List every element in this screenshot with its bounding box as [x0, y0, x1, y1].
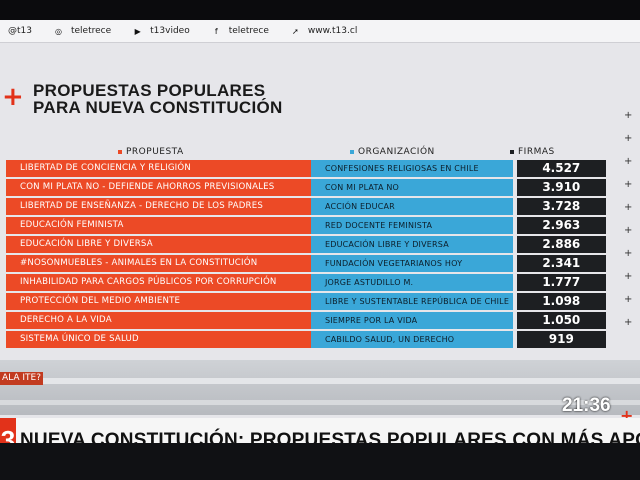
social-item-0: @t13 [8, 26, 32, 36]
organization-cell: RED DOCENTE FEMINISTA [310, 217, 513, 234]
red-square-icon [118, 150, 122, 154]
proposal-cell: LIBERTAD DE ENSEÑANZA - DERECHO DE LOS P… [6, 198, 311, 215]
signatures-cell: 1.098 [516, 293, 606, 310]
instagram-icon: ◎ [54, 26, 62, 36]
proposals-table: LIBERTAD DE CONCIENCIA Y RELIGIÓN CONFESI… [6, 160, 606, 350]
plus-icon: + [624, 317, 633, 328]
social-item-4: ➚ www.t13.cl [291, 26, 357, 36]
organization-cell: FUNDACIÓN VEGETARIANOS HOY [310, 255, 513, 272]
social-bar: @t13 ◎ teletrece ▶ t13video f teletrece ➚ www.t1… [0, 20, 640, 43]
plus-icon: + [624, 294, 633, 305]
title-line-1: PROPUESTAS POPULARES [33, 81, 266, 100]
proposal-cell: EDUCACIÓN FEMINISTA [6, 217, 311, 234]
social-item-2: ▶ t13video [133, 26, 190, 36]
plus-icon: + [624, 179, 633, 190]
social-label: teletrece [70, 26, 112, 36]
proposal-cell: PROTECCIÓN DEL MEDIO AMBIENTE [6, 293, 311, 310]
plus-icon: + [624, 248, 633, 259]
organization-cell: CON MI PLATA NO [310, 179, 513, 196]
social-label: t13video [150, 26, 190, 36]
table-row: CON MI PLATA NO - DEFIENDE AHORROS PREVI… [6, 179, 606, 196]
dark-square-icon [510, 150, 514, 154]
table-row: EDUCACIÓN LIBRE Y DIVERSA EDUCACIÓN LIBRE… [6, 236, 606, 253]
side-caption: ALA ITE? [0, 372, 44, 385]
header-organizacion: ORGANIZACIÓN [350, 147, 435, 157]
organization-cell: JORGE ASTUDILLO M. [310, 274, 513, 291]
studio-beam [0, 378, 640, 384]
tv-bezel [0, 443, 640, 480]
decorative-plus-column: + + + + + + + + + + [624, 110, 634, 340]
graphic-title: PROPUESTAS POPULARES PARA NUEVA CONSTITU… [33, 82, 283, 116]
studio-beam [0, 400, 640, 405]
t13-plus-logo: + [2, 82, 24, 112]
table-row: LIBERTAD DE CONCIENCIA Y RELIGIÓN CONFESI… [6, 160, 606, 177]
social-label: @t13 [8, 26, 32, 36]
table-row: INHABILIDAD PARA CARGOS PÚBLICOS POR COR… [6, 274, 606, 291]
table-row: PROTECCIÓN DEL MEDIO AMBIENTE LIBRE Y SUS… [6, 293, 606, 310]
studio-background [0, 360, 640, 415]
social-label: www.t13.cl [307, 26, 358, 36]
plus-icon: + [624, 133, 633, 144]
youtube-icon: ▶ [134, 26, 141, 36]
table-row: LIBERTAD DE ENSEÑANZA - DERECHO DE LOS P… [6, 198, 606, 215]
signatures-cell: 2.963 [516, 217, 606, 234]
signatures-cell: 3.728 [516, 198, 606, 215]
plus-icon: + [624, 271, 633, 282]
signatures-cell: 3.910 [516, 179, 606, 196]
proposal-cell: #NOSONMUEBLES - ANIMALES EN LA CONSTITUC… [6, 255, 311, 272]
header-firmas-label: FIRMAS [518, 147, 555, 157]
table-row: #NOSONMUEBLES - ANIMALES EN LA CONSTITUC… [6, 255, 606, 272]
signatures-cell: 2.886 [516, 236, 606, 253]
organization-cell: EDUCACIÓN LIBRE Y DIVERSA [310, 236, 513, 253]
proposal-cell: INHABILIDAD PARA CARGOS PÚBLICOS POR COR… [6, 274, 311, 291]
organization-cell: CABILDO SALUD, UN DERECHO [310, 331, 513, 348]
signatures-cell: 4.527 [516, 160, 606, 177]
signatures-cell: 1.050 [516, 312, 606, 329]
web-icon: ➚ [292, 26, 299, 36]
signatures-cell: 2.341 [516, 255, 606, 272]
social-item-1: ◎ teletrece [54, 26, 111, 36]
plus-icon: + [624, 202, 633, 213]
title-line-2: PARA NUEVA CONSTITUCIÓN [33, 98, 283, 117]
plus-icon: + [624, 156, 633, 167]
organization-cell: SIEMPRE POR LA VIDA [310, 312, 513, 329]
plus-icon: + [624, 110, 633, 121]
proposal-cell: LIBERTAD DE CONCIENCIA Y RELIGIÓN [6, 160, 311, 177]
proposal-cell: SISTEMA ÚNICO DE SALUD [6, 331, 311, 348]
blue-square-icon [350, 150, 354, 154]
organization-cell: CONFESIONES RELIGIOSAS EN CHILE [310, 160, 513, 177]
proposal-cell: CON MI PLATA NO - DEFIENDE AHORROS PREVI… [6, 179, 311, 196]
signatures-cell: 1.777 [516, 274, 606, 291]
tv-screen: @t13 ◎ teletrece ▶ t13video f teletrece ➚ www.t1… [0, 20, 640, 460]
plus-icon: + [624, 225, 633, 236]
proposal-cell: EDUCACIÓN LIBRE Y DIVERSA [6, 236, 311, 253]
organization-cell: LIBRE Y SUSTENTABLE REPÚBLICA DE CHILE [310, 293, 513, 310]
header-organizacion-label: ORGANIZACIÓN [358, 147, 435, 157]
organization-cell: ACCIÓN EDUCAR [310, 198, 513, 215]
proposal-cell: DERECHO A LA VIDA [6, 312, 311, 329]
header-propuesta: PROPUESTA [118, 147, 184, 157]
signatures-cell: 919 [516, 331, 606, 348]
facebook-icon: f [214, 26, 218, 36]
table-row: SISTEMA ÚNICO DE SALUD CABILDO SALUD, UN … [6, 331, 606, 348]
social-label: teletrece [228, 26, 269, 36]
social-item-3: f teletrece [212, 26, 269, 36]
clock: 21:36 [562, 395, 611, 416]
table-row: EDUCACIÓN FEMINISTA RED DOCENTE FEMINISTA… [6, 217, 606, 234]
header-firmas: FIRMAS [510, 147, 555, 157]
header-propuesta-label: PROPUESTA [126, 147, 184, 157]
table-row: DERECHO A LA VIDA SIEMPRE POR LA VIDA 1.05… [6, 312, 606, 329]
